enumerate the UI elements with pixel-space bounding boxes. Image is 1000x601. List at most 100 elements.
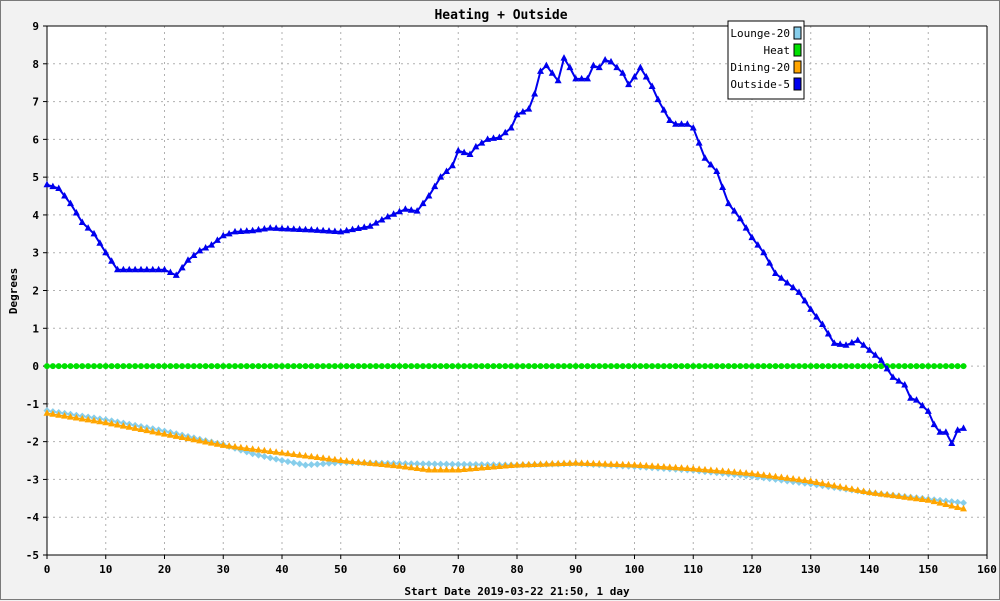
data-point (954, 363, 961, 370)
data-point (472, 464, 480, 472)
data-point (237, 227, 245, 235)
data-point (590, 363, 597, 370)
data-point (302, 452, 309, 459)
data-point (55, 184, 63, 191)
data-point (361, 363, 368, 370)
data-point (924, 496, 932, 503)
data-point (49, 410, 57, 417)
data-point (337, 363, 344, 370)
y-tick-label: -3 (26, 473, 39, 486)
data-point (478, 363, 485, 370)
y-tick-label: 5 (32, 171, 39, 184)
data-point (372, 219, 380, 226)
data-point (396, 363, 403, 370)
data-point (701, 154, 709, 161)
data-point (730, 207, 738, 214)
data-point (225, 442, 233, 449)
data-point (519, 107, 527, 115)
data-point (443, 363, 450, 370)
data-point (455, 363, 462, 370)
data-point (807, 477, 815, 484)
data-point (725, 467, 732, 475)
data-point (213, 236, 221, 243)
data-point (266, 224, 274, 231)
data-point (772, 363, 779, 370)
data-point (313, 453, 321, 461)
data-point (642, 73, 650, 80)
data-point (655, 363, 661, 370)
data-point (589, 459, 597, 467)
data-point (824, 329, 832, 337)
data-point (819, 320, 826, 328)
data-point (566, 363, 573, 370)
data-point (854, 336, 862, 343)
data-point (713, 466, 721, 474)
x-tick-label: 20 (158, 563, 171, 576)
data-point (260, 225, 268, 232)
data-point (749, 363, 755, 370)
data-point (302, 461, 309, 469)
data-point (419, 460, 427, 468)
data-point (890, 363, 896, 370)
data-point (960, 424, 967, 431)
data-point (85, 363, 92, 370)
x-tick-label: 0 (44, 563, 51, 576)
data-point (501, 128, 509, 136)
data-point (290, 450, 298, 457)
legend-label: Heat (764, 44, 791, 57)
data-point (384, 363, 391, 370)
data-point (325, 459, 333, 467)
data-point (555, 363, 562, 370)
data-point (325, 227, 333, 234)
data-point (278, 457, 286, 465)
data-point (420, 363, 426, 370)
data-point (531, 363, 538, 370)
data-point (454, 465, 462, 473)
data-point (507, 124, 515, 131)
data-point (367, 363, 374, 370)
data-point (255, 225, 262, 233)
data-point (954, 426, 962, 433)
data-point (871, 351, 879, 358)
data-point (460, 148, 468, 156)
data-point (636, 461, 644, 468)
data-point (877, 490, 885, 497)
data-point (73, 363, 80, 370)
data-point (842, 341, 850, 348)
data-point (607, 57, 615, 65)
data-point (901, 363, 908, 370)
data-point (901, 380, 909, 388)
data-point (407, 460, 415, 468)
data-point (448, 465, 456, 473)
y-axis-ticks: -5 -4 -3 -2 -1 0 1 2 3 4 5 6 7 8 9 (26, 20, 47, 562)
data-point (631, 73, 638, 80)
y-tick-label: 1 (32, 322, 39, 335)
data-point (654, 462, 662, 470)
x-tick-label: 140 (860, 563, 880, 576)
y-tick-label: -1 (26, 398, 40, 411)
data-point (760, 363, 767, 370)
data-point (543, 363, 550, 370)
data-point (349, 225, 356, 233)
data-point (918, 495, 926, 502)
data-point (296, 225, 304, 233)
data-point (578, 363, 585, 370)
data-point (631, 363, 638, 370)
data-point (466, 150, 474, 157)
data-point (55, 363, 62, 370)
data-point (214, 363, 221, 370)
data-point (608, 363, 614, 370)
y-tick-label: 8 (32, 58, 39, 71)
data-point (877, 356, 885, 363)
data-point (602, 363, 609, 370)
data-point (43, 409, 51, 416)
data-point (437, 363, 444, 370)
data-point (155, 428, 163, 436)
data-point (61, 363, 68, 370)
y-tick-label: 4 (32, 209, 39, 222)
data-point (713, 363, 720, 370)
data-point (625, 80, 633, 88)
data-point (149, 427, 157, 435)
data-point (866, 363, 873, 370)
data-point (196, 363, 203, 370)
